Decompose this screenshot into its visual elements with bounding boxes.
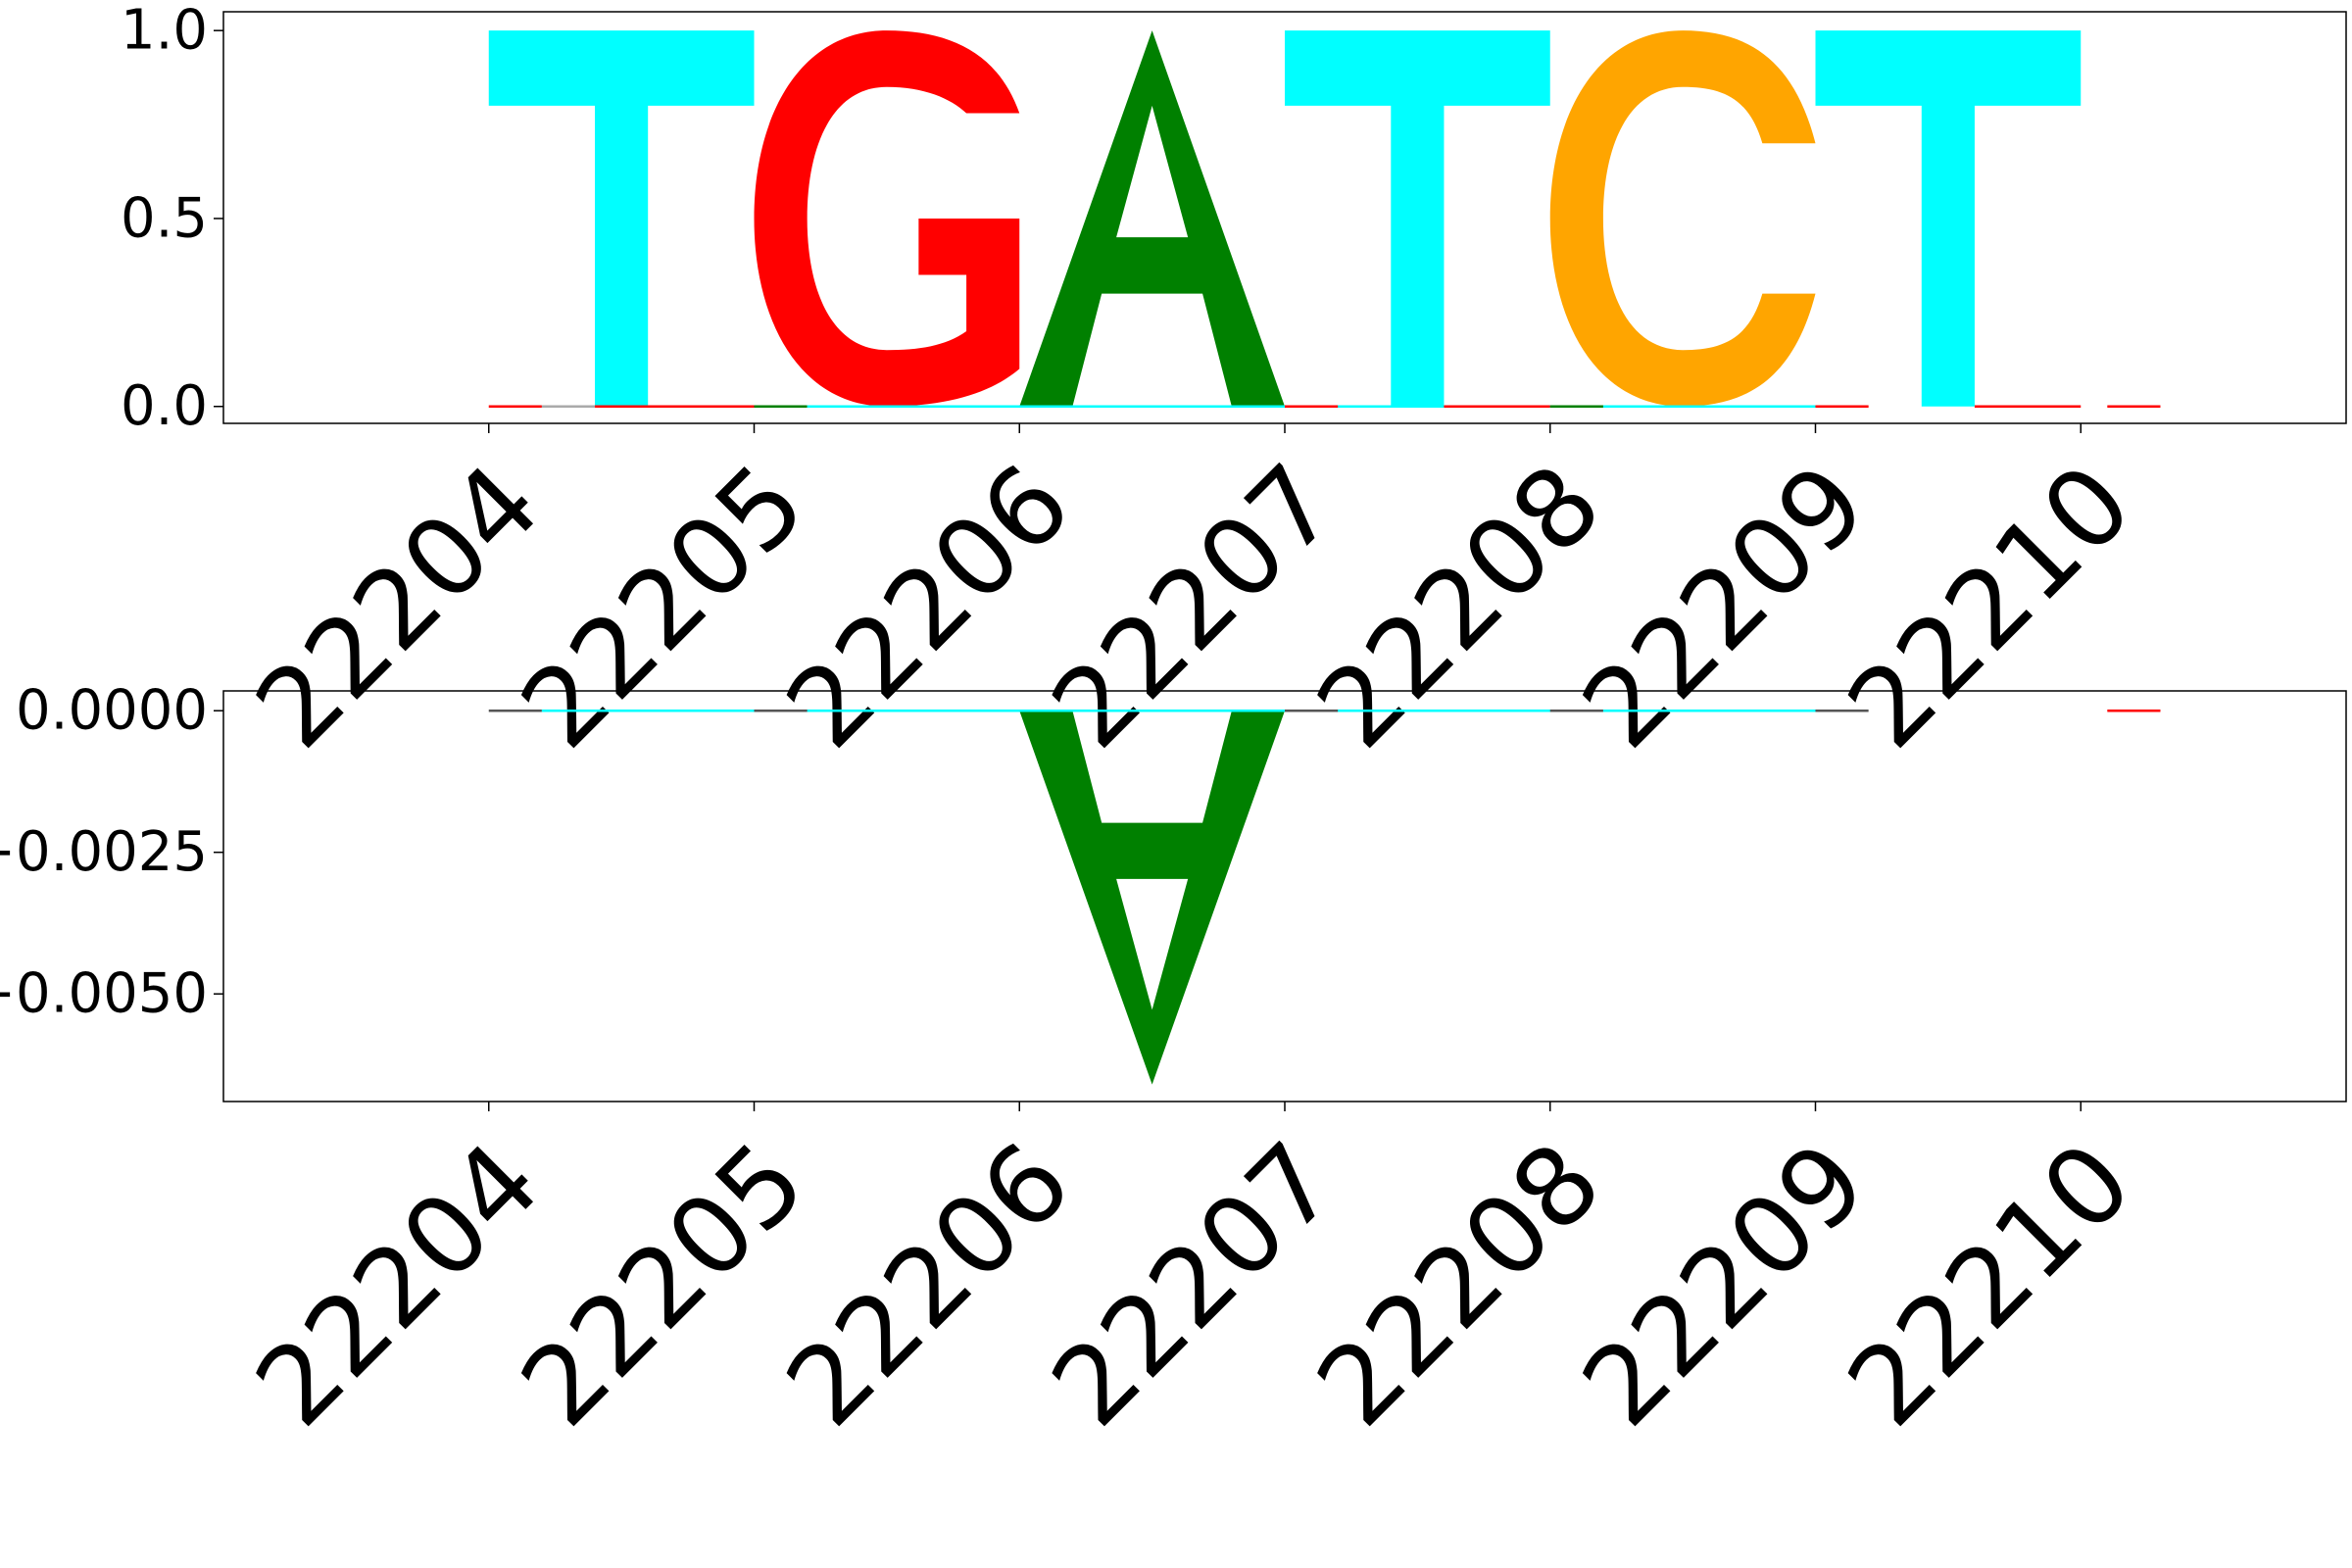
x-tick-label: 22207 (1028, 1119, 1359, 1450)
x-tick-label: 22205 (498, 1119, 829, 1450)
logo-letter-a (1019, 30, 1285, 407)
x-tick-label: 22208 (1294, 1119, 1625, 1450)
x-tick-label: 22209 (1559, 441, 1890, 772)
x-tick-label: 22210 (1824, 1119, 2155, 1450)
logo-letter-t (1285, 30, 1550, 407)
top-logo-panel: 0.00.51.02220422205222062220722208222092… (121, 0, 2347, 772)
plot-area (488, 30, 2161, 408)
y-tick-label: 1.0 (121, 0, 208, 63)
x-tick-label: 22206 (762, 1119, 1094, 1450)
x-tick-label: 22208 (1294, 441, 1625, 772)
logo-letter-a (1019, 710, 1285, 1085)
plot-area (488, 709, 2161, 1085)
x-tick-label: 22209 (1559, 1119, 1890, 1450)
y-tick-label: −0.0025 (0, 820, 208, 884)
axes-frame (222, 690, 2347, 1102)
y-tick-label: −0.0050 (0, 962, 208, 1026)
bottom-logo-panel: 0.0000 −0.0025 −0.0050 22204222052220622207… (0, 679, 2347, 1450)
x-tick-label: 22205 (498, 441, 829, 772)
y-tick-label: 0.0 (121, 374, 208, 438)
logo-letter-g (754, 30, 1020, 407)
x-tick-label: 22207 (1028, 441, 1359, 772)
x-tick-label: 22210 (1824, 441, 2155, 772)
y-tick-label: 0.5 (121, 186, 208, 250)
y-tick-label: 0.0000 (16, 679, 208, 743)
x-tick-label: 22204 (232, 441, 564, 772)
x-tick-label: 22204 (232, 1119, 564, 1450)
logo-letter-t (488, 30, 755, 407)
logo-letter-t (1815, 30, 2082, 407)
logo-letter-c (1549, 30, 1816, 407)
